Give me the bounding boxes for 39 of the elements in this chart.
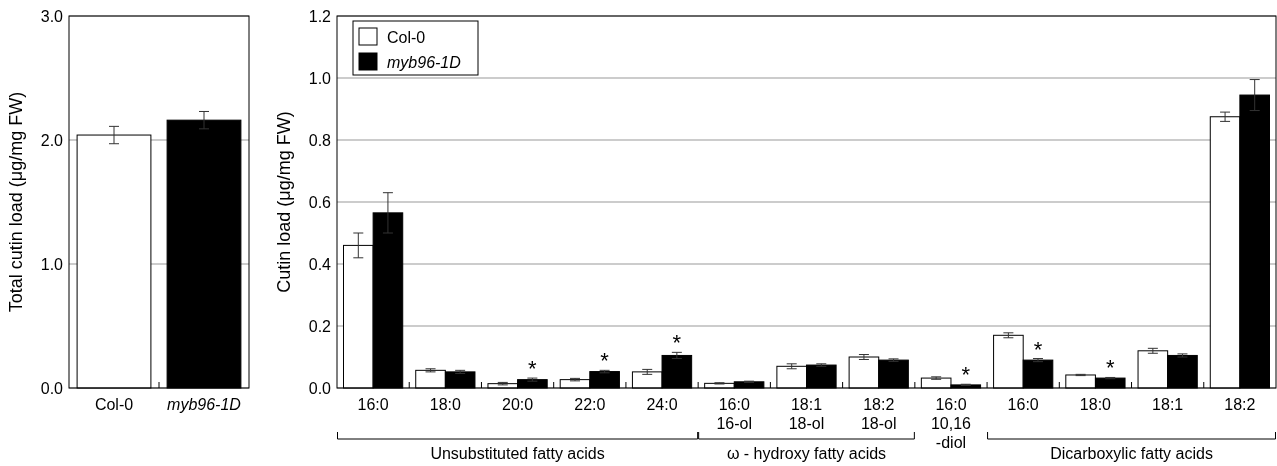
- data-label: *: [600, 348, 610, 374]
- y-tick-label: 0.6: [308, 193, 332, 211]
- data-label: *: [528, 356, 538, 382]
- x-tick-label: 18:1 18-ol: [788, 396, 825, 432]
- x-tick-label: 22:0: [574, 396, 606, 413]
- x-tick-label: 16:0 16-ol: [716, 396, 753, 432]
- x-tick-label: 18:2: [1224, 396, 1256, 413]
- y-axis-title: Total cutin load (μg/mg FW): [6, 91, 26, 313]
- x-tick-label: 16:0: [357, 396, 389, 413]
- y-tick-label: 0.0: [40, 379, 64, 397]
- y-tick-label: 1.2: [308, 7, 332, 25]
- y-tick-label: 1.0: [308, 69, 332, 87]
- x-tick-label: 18:0: [429, 396, 462, 413]
- text: ω - hydroxy fatty acids: [726, 445, 887, 462]
- y-tick-label: 0.0: [308, 379, 332, 397]
- x-tick-label: 18:1: [1152, 396, 1184, 413]
- x-tick-label: 18:0: [1079, 396, 1112, 413]
- y-tick-label: 3.0: [40, 7, 64, 25]
- x-tick-label: 16:0: [1007, 396, 1039, 413]
- data-label: *: [961, 362, 971, 388]
- y-tick-label: 0.4: [308, 255, 332, 273]
- legend-label: Col-0: [387, 28, 426, 46]
- y-tick-label: 2.0: [40, 131, 64, 149]
- x-tick-label: 18:2 18-ol: [860, 396, 897, 432]
- y-tick-label: 1.0: [40, 255, 64, 273]
- x-tick-label: Col-0: [94, 396, 134, 413]
- data-label: *: [1105, 355, 1115, 381]
- data-label: *: [1033, 336, 1043, 362]
- y-axis-title: Cutin load (μg/mg FW): [274, 111, 294, 293]
- y-tick-label: 0.2: [308, 317, 332, 335]
- text: Dicarboxylic fatty acids: [1050, 445, 1213, 462]
- x-tick-label: myb96-1D: [167, 396, 242, 413]
- text: Unsubstituted fatty acids: [430, 445, 605, 462]
- y-tick-label: 0.8: [308, 131, 332, 149]
- x-tick-label: 20:0: [502, 396, 534, 413]
- x-tick-label: 24:0: [646, 396, 678, 413]
- data-label: *: [672, 330, 682, 356]
- x-tick-label: 16:0 10,16 -diol: [930, 396, 972, 451]
- legend-label: myb96-1D: [387, 53, 462, 71]
